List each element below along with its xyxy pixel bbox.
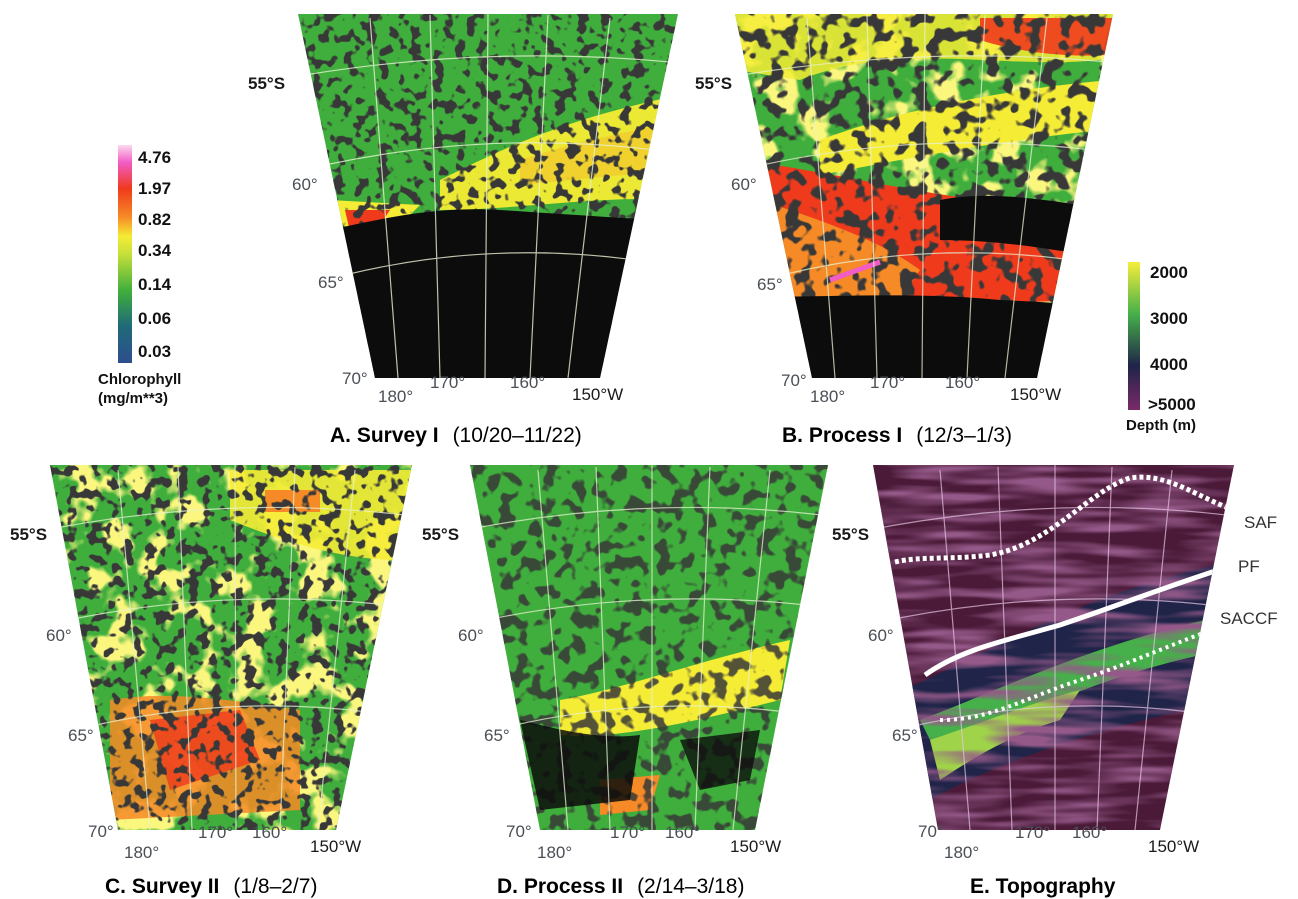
depth-tick-2000: 2000	[1150, 263, 1188, 282]
chlorophyll-title: Chlorophyll	[98, 371, 181, 388]
lat-label-65-e: 65°	[892, 726, 918, 745]
lat-label-55-b: 55°S	[695, 74, 732, 93]
lon-label-150w-d: 150°W	[730, 837, 781, 856]
lat-label-65-b: 65°	[757, 275, 783, 294]
lon-label-160-e: 160°	[1072, 823, 1107, 842]
lat-label-55-a: 55°S	[248, 74, 285, 93]
lon-label-150w-c: 150°W	[310, 837, 361, 856]
map-panel-c	[50, 465, 412, 830]
lat-label-65-c: 65°	[68, 726, 94, 745]
lat-label-60-e: 60°	[868, 626, 894, 645]
lat-label-60-b: 60°	[731, 175, 757, 194]
lon-label-180-d: 180°	[537, 843, 572, 862]
front-label-pf: PF	[1238, 557, 1260, 576]
map-panel-b	[735, 14, 1113, 378]
lat-label-70-c: 70°	[88, 822, 114, 841]
lat-label-55-c: 55°S	[10, 525, 47, 544]
front-label-saf: SAF	[1244, 513, 1277, 532]
chl-tick-0-82: 0.82	[138, 210, 171, 229]
depth-colorbar: 2000 3000 4000 >5000 Depth (m)	[1126, 262, 1196, 434]
lon-label-170-d: 170°	[610, 823, 645, 842]
caption-d: D. Process II (2/14–3/18)	[497, 875, 744, 898]
chlorophyll-colorbar-gradient	[118, 145, 132, 363]
caption-b: B. Process I (12/3–1/3)	[782, 424, 1012, 447]
front-label-saccf: SACCF	[1220, 609, 1278, 628]
lat-label-60-d: 60°	[458, 626, 484, 645]
saccf-front-line	[939, 618, 1234, 722]
lon-label-150w-e: 150°W	[1148, 837, 1199, 856]
lat-label-60-c: 60°	[46, 626, 72, 645]
chl-tick-0-03: 0.03	[138, 342, 171, 361]
chl-tick-0-34: 0.34	[138, 241, 172, 260]
caption-a: A. Survey I (10/20–11/22)	[330, 424, 582, 447]
lat-label-70-b: 70°	[781, 371, 807, 390]
map-panel-a	[298, 14, 678, 378]
lat-label-65-d: 65°	[484, 726, 510, 745]
lat-label-70-a: 70°	[342, 369, 368, 388]
lon-label-160-d: 160°	[665, 823, 700, 842]
chlorophyll-colorbar: 4.76 1.97 0.82 0.34 0.14 0.06 0.03 Chlor…	[98, 145, 181, 407]
lat-label-55-d: 55°S	[422, 525, 459, 544]
lat-label-70-e: 70°	[918, 822, 944, 841]
lat-label-70-d: 70°	[506, 822, 532, 841]
lon-label-170-e: 170°	[1015, 823, 1050, 842]
depth-tick-5000: >5000	[1148, 395, 1196, 414]
lon-label-170-c: 170°	[198, 823, 233, 842]
pf-front-line	[923, 560, 1234, 678]
map-panel-d	[470, 465, 828, 830]
lon-label-170-b: 170°	[870, 373, 905, 392]
caption-e: E. Topography	[970, 875, 1116, 898]
chl-tick-4-76: 4.76	[138, 148, 171, 167]
map-panel-e	[873, 465, 1234, 830]
lon-label-180-e: 180°	[944, 843, 979, 862]
lon-label-180-a: 180°	[378, 387, 413, 406]
lon-label-160-a: 160°	[510, 373, 545, 392]
depth-colorbar-gradient	[1128, 262, 1140, 410]
saf-front-line	[894, 474, 1234, 565]
caption-c: C. Survey II (1/8–2/7)	[105, 875, 317, 898]
lon-label-180-b: 180°	[810, 387, 845, 406]
chl-tick-0-06: 0.06	[138, 309, 171, 328]
chl-tick-1-97: 1.97	[138, 179, 171, 198]
depth-title: Depth (m)	[1126, 417, 1196, 434]
lon-label-180-c: 180°	[124, 843, 159, 862]
chl-tick-0-14: 0.14	[138, 275, 172, 294]
lon-label-150w-b: 150°W	[1010, 385, 1061, 404]
lat-label-55-e: 55°S	[832, 525, 869, 544]
depth-tick-3000: 3000	[1150, 309, 1188, 328]
chlorophyll-units: (mg/m**3)	[98, 390, 168, 407]
lat-label-65-a: 65°	[318, 273, 344, 292]
lon-label-160-c: 160°	[252, 823, 287, 842]
lon-label-160-b: 160°	[945, 373, 980, 392]
lat-label-60-a: 60°	[292, 175, 318, 194]
lon-label-150w-a: 150°W	[572, 385, 623, 404]
depth-tick-4000: 4000	[1150, 355, 1188, 374]
lon-label-170-a: 170°	[430, 373, 465, 392]
